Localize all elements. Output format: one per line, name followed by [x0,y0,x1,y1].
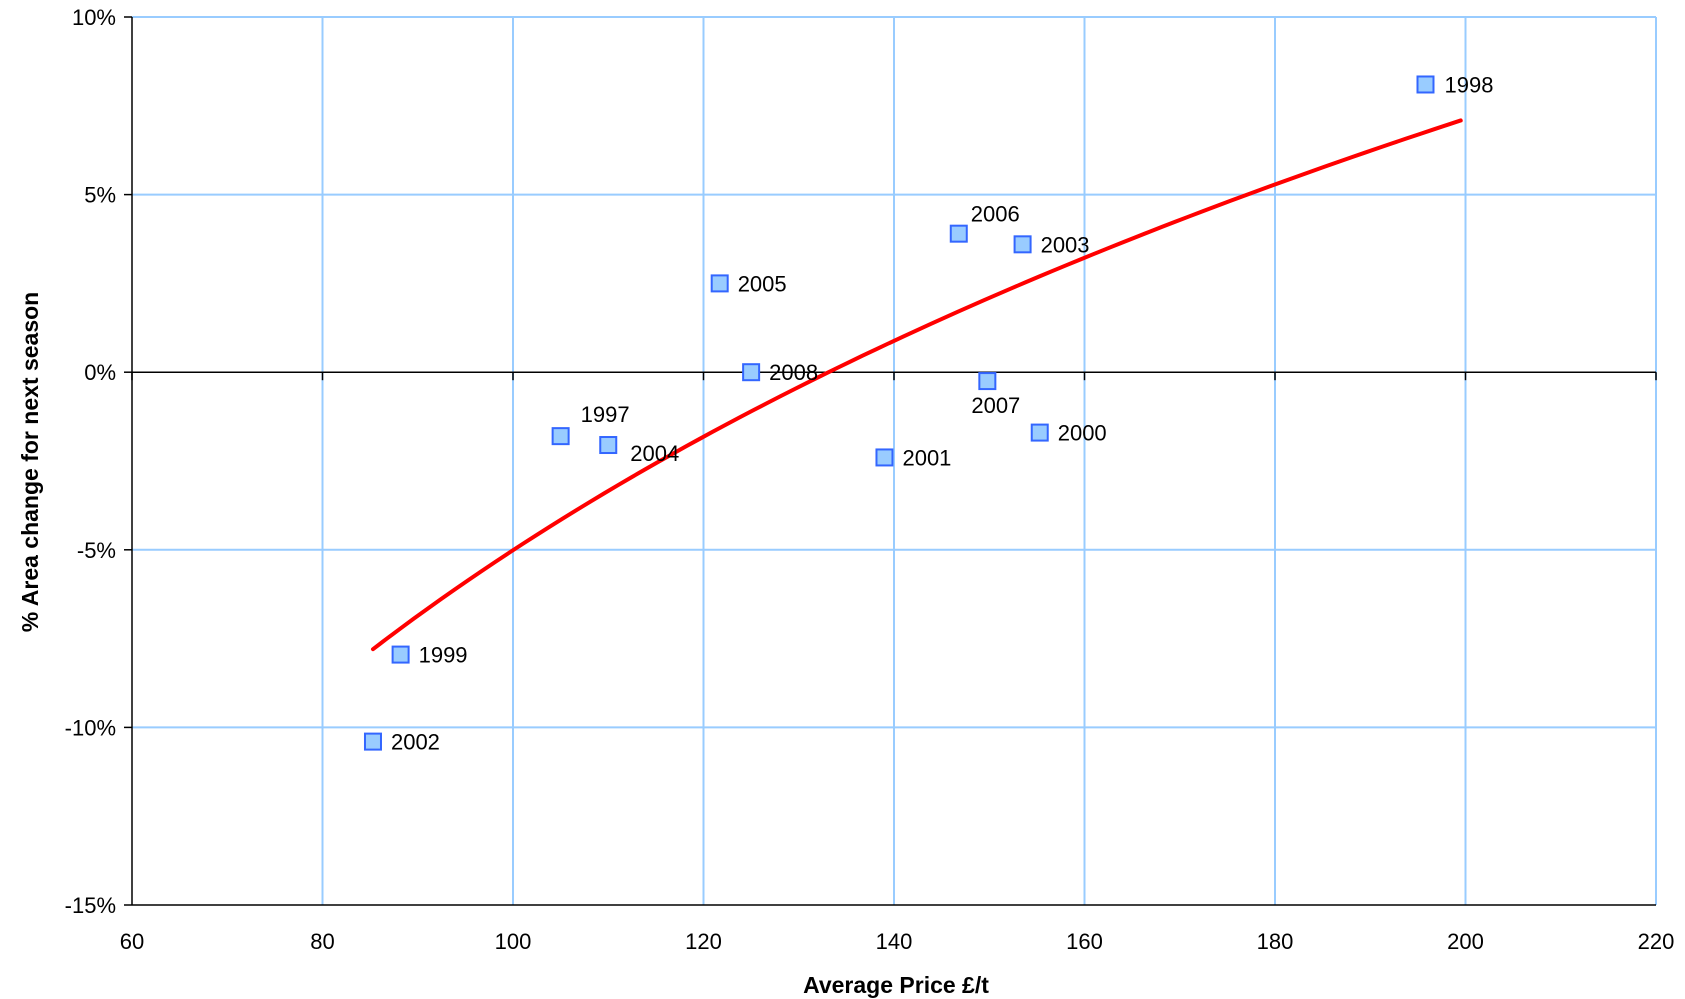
x-tick-label: 120 [685,929,722,954]
data-point-1997 [551,427,570,446]
x-tick-label: 200 [1447,929,1484,954]
data-point-2006 [949,224,968,243]
trendline [370,118,1463,652]
y-axis-title: % Area change for next season [17,292,43,632]
data-label-2006: 2006 [971,202,1020,227]
data-point-2008 [742,363,761,382]
data-point-2000 [1030,423,1049,442]
x-tick-label: 140 [876,929,913,954]
data-point-1998 [1416,75,1435,94]
x-tick-label: 60 [120,929,144,954]
data-label-2005: 2005 [738,271,787,296]
y-tick-label: -15% [65,893,116,918]
data-point-2003 [1013,235,1032,254]
y-tick-label: 0% [84,360,116,385]
data-label-1997: 1997 [581,402,630,427]
y-tick-label: 10% [72,5,116,30]
data-label-2002: 2002 [391,730,440,755]
x-tick-label: 180 [1257,929,1294,954]
data-label-2004: 2004 [630,441,679,466]
data-point-2005 [710,274,729,293]
trendline-group [370,118,1463,652]
data-label-2000: 2000 [1058,421,1107,446]
gridlines [132,16,1657,905]
data-label-2007: 2007 [971,393,1020,418]
x-tick-label: 220 [1638,929,1675,954]
data-point-2007 [978,372,997,391]
data-point-2002 [363,732,382,751]
x-tick-label: 80 [310,929,334,954]
y-tick-label: -5% [77,538,116,563]
data-label-1998: 1998 [1444,72,1493,97]
x-tick-label: 100 [495,929,532,954]
data-point-2004 [599,436,618,455]
x-tick-label: 160 [1066,929,1103,954]
y-tick-label: 5% [84,183,116,208]
data-label-2008: 2008 [769,360,818,385]
data-point-1999 [391,645,410,664]
tick-labels: 10% 5% 0% -5% -10% -15%60 80 100 120 140 160 180 200… [65,5,1675,954]
y-tick-label: -10% [65,715,116,740]
data-label-1999: 1999 [419,643,468,668]
data-points [363,75,1435,751]
axes [124,16,1657,906]
data-point-2001 [875,448,894,467]
x-axis-title: Average Price £/t [803,972,989,998]
data-label-2003: 2003 [1041,232,1090,257]
data-label-2001: 2001 [902,445,951,470]
